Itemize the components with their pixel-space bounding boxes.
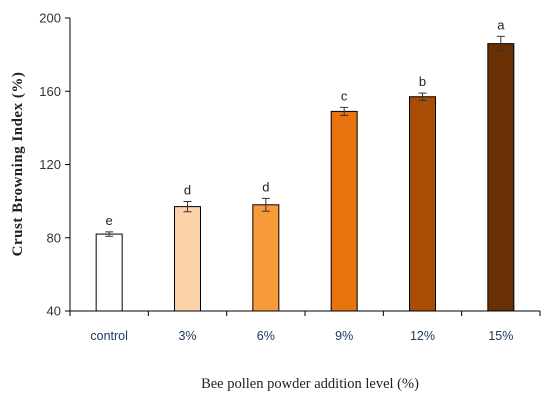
significance-letter: b xyxy=(419,74,426,89)
bars: e d d c b a xyxy=(95,17,515,312)
x-tick-label: 3% xyxy=(178,329,196,343)
y-tick-label: 160 xyxy=(39,84,61,99)
bar-12% xyxy=(409,96,436,312)
bar-9% xyxy=(330,110,358,312)
x-axis-label: Bee pollen powder addition level (%) xyxy=(201,376,419,392)
bar-15% xyxy=(487,43,515,312)
y-tick-label: 40 xyxy=(47,304,61,319)
x-tick-label: control xyxy=(90,329,128,343)
significance-letter: d xyxy=(184,182,191,197)
significance-letter: d xyxy=(262,179,269,194)
significance-letter: a xyxy=(497,17,505,32)
x-tick-label: 9% xyxy=(335,329,353,343)
x-tick-label: 6% xyxy=(257,329,275,343)
bar-control xyxy=(95,233,123,312)
y-axis-label: Crust Browning Index (%) xyxy=(10,72,26,257)
significance-letter: c xyxy=(341,88,348,103)
x-tick-label: 15% xyxy=(488,329,513,343)
x-axis: control 3% 6% 9% 12% 15% xyxy=(69,310,541,343)
x-tick-label: 12% xyxy=(410,329,435,343)
y-tick-label: 200 xyxy=(39,11,61,26)
bar-6% xyxy=(252,204,280,312)
significance-letter: e xyxy=(106,213,113,228)
y-tick-label: 80 xyxy=(47,230,61,245)
bar-3% xyxy=(174,206,201,312)
y-axis: 40 80 120 160 200 xyxy=(39,11,71,319)
y-tick-label: 120 xyxy=(39,157,61,172)
